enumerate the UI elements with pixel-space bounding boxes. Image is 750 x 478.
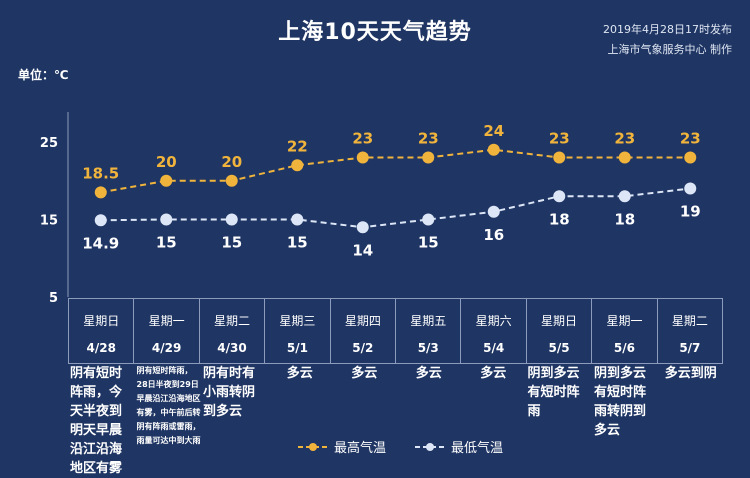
day-cell: 星期六 5/4 xyxy=(460,298,526,364)
weekday: 星期日 xyxy=(541,314,578,328)
date: 5/1 xyxy=(286,341,308,355)
low-temp-label: 16 xyxy=(483,226,504,244)
day-cell: 星期日 4/28 xyxy=(68,298,134,364)
weekday: 星期一 xyxy=(148,314,185,328)
high-temp-point xyxy=(160,174,173,187)
day-cell: 星期一 5/6 xyxy=(591,298,657,364)
publish-time: 2019年4月28日17时发布 xyxy=(603,23,732,36)
weather-text: 阴有时有小雨转阴到多云 xyxy=(203,366,256,419)
weather-text: 阴到多云有短时阵雨转阴到多云 xyxy=(594,366,647,438)
weekday: 星期二 xyxy=(214,314,251,328)
weather-text: 多云 xyxy=(415,366,442,381)
low-temp-label: 14 xyxy=(352,241,373,259)
high-temp-point xyxy=(291,159,304,172)
weather-text: 阴有短时阵雨，今天半夜到明天早晨沿江沿海地区有雾 xyxy=(70,366,123,476)
day-cell: 星期三 5/1 xyxy=(264,298,330,364)
publish-info: 2019年4月28日17时发布 上海市气象服务中心 制作 xyxy=(603,20,732,60)
weather-text: 多云 xyxy=(351,366,378,381)
high-temp-label: 23 xyxy=(418,130,439,148)
weekday: 星期二 xyxy=(671,314,708,328)
high-temp-label: 20 xyxy=(221,153,242,171)
legend-low-label: 最低气温 xyxy=(451,441,504,456)
weekday: 星期一 xyxy=(606,314,643,328)
date: 5/7 xyxy=(679,341,701,355)
y-tick-label: 5 xyxy=(49,291,58,306)
high-temp-label: 24 xyxy=(483,122,504,140)
low-temp-point xyxy=(422,213,435,226)
publish-org: 上海市气象服务中心 制作 xyxy=(607,43,733,56)
high-temp-label: 23 xyxy=(549,130,570,148)
date: 5/4 xyxy=(483,341,505,355)
weather-text: 多云 xyxy=(480,366,507,381)
date: 5/2 xyxy=(352,341,374,355)
high-temp-label: 23 xyxy=(680,130,701,148)
day-cell: 星期日 5/5 xyxy=(525,298,592,364)
low-temp-point xyxy=(487,205,500,218)
day-cell: 星期二 4/30 xyxy=(198,298,265,364)
low-temp-label: 15 xyxy=(156,234,177,252)
high-temp-line xyxy=(100,148,691,194)
high-temp-label: 23 xyxy=(352,130,373,148)
high-temp-point xyxy=(94,186,107,199)
low-temp-point xyxy=(160,213,173,226)
weather-description-row: 阴有短时阵雨，今天半夜到明天早晨沿江沿海地区有雾 阴有短时阵雨，28日半夜到29… xyxy=(68,364,723,478)
low-temp-line xyxy=(100,187,691,229)
date: 4/30 xyxy=(217,341,247,355)
low-temp-label: 15 xyxy=(287,234,308,252)
low-temp-point xyxy=(553,190,566,203)
weather-text: 多云到阴 xyxy=(664,366,717,381)
weekday: 星期六 xyxy=(475,314,512,328)
date: 4/29 xyxy=(151,341,182,355)
low-temp-label: 18 xyxy=(614,210,635,228)
high-temp-point xyxy=(356,151,369,164)
low-temp-point xyxy=(291,213,304,226)
legend-high-marker xyxy=(298,442,328,451)
low-temp-point xyxy=(356,221,369,234)
high-temp-label: 23 xyxy=(614,130,635,148)
low-temp-point xyxy=(225,213,238,226)
low-temp-point xyxy=(94,214,107,227)
day-cell: 星期五 5/3 xyxy=(395,298,461,364)
day-cell: 星期二 5/7 xyxy=(656,298,724,364)
high-temp-label: 20 xyxy=(156,153,177,171)
weekday: 星期日 xyxy=(83,314,120,328)
weather-text: 阴到多云有短时阵雨 xyxy=(527,366,580,419)
high-temp-label: 22 xyxy=(287,137,308,155)
high-temp-label: 18.5 xyxy=(82,164,119,182)
high-temp-point xyxy=(553,151,566,164)
weather-text: 多云 xyxy=(286,366,313,381)
unit-label: 单位：℃ xyxy=(18,68,69,82)
low-temp-point xyxy=(618,190,631,203)
day-cell: 星期一 4/29 xyxy=(133,298,199,364)
high-temp-point xyxy=(618,151,631,164)
legend-low-marker xyxy=(415,442,445,451)
low-temp-label: 19 xyxy=(680,203,701,221)
date: 5/5 xyxy=(548,341,570,355)
low-temp-label: 18 xyxy=(549,210,570,228)
low-temp-label: 15 xyxy=(221,234,242,252)
page-title: 上海10天天气趋势 xyxy=(278,20,472,45)
legend-high-label: 最高气温 xyxy=(334,441,387,456)
weekday: 星期五 xyxy=(410,314,447,328)
low-temp-label: 14.9 xyxy=(82,234,119,252)
y-tick-label: 15 xyxy=(40,214,58,229)
high-temp-point xyxy=(422,151,435,164)
weekday: 星期四 xyxy=(344,314,381,328)
weekday: 星期三 xyxy=(279,314,316,328)
legend-low: 最低气温 xyxy=(415,437,503,456)
day-cell: 星期四 5/2 xyxy=(329,298,396,364)
y-tick-label: 25 xyxy=(40,136,58,151)
date: 5/3 xyxy=(417,341,439,355)
low-temp-label: 15 xyxy=(418,234,439,252)
day-header-row: 星期日 4/28 星期一 4/29 星期二 4/30 星期三 5/1 星期四 5/2 星期… xyxy=(68,298,724,364)
date: 4/28 xyxy=(86,341,116,355)
weather-text: 阴有短时阵雨，28日半夜到29日早晨沿江沿海地区有雾，中午前后转阴有阵雨或雷雨，… xyxy=(136,366,201,445)
legend-high: 最高气温 xyxy=(298,437,386,456)
high-temp-point xyxy=(684,151,697,164)
low-temp-point xyxy=(684,182,697,195)
date: 5/6 xyxy=(613,341,635,355)
high-temp-point xyxy=(225,174,238,187)
high-temp-point xyxy=(487,143,500,156)
